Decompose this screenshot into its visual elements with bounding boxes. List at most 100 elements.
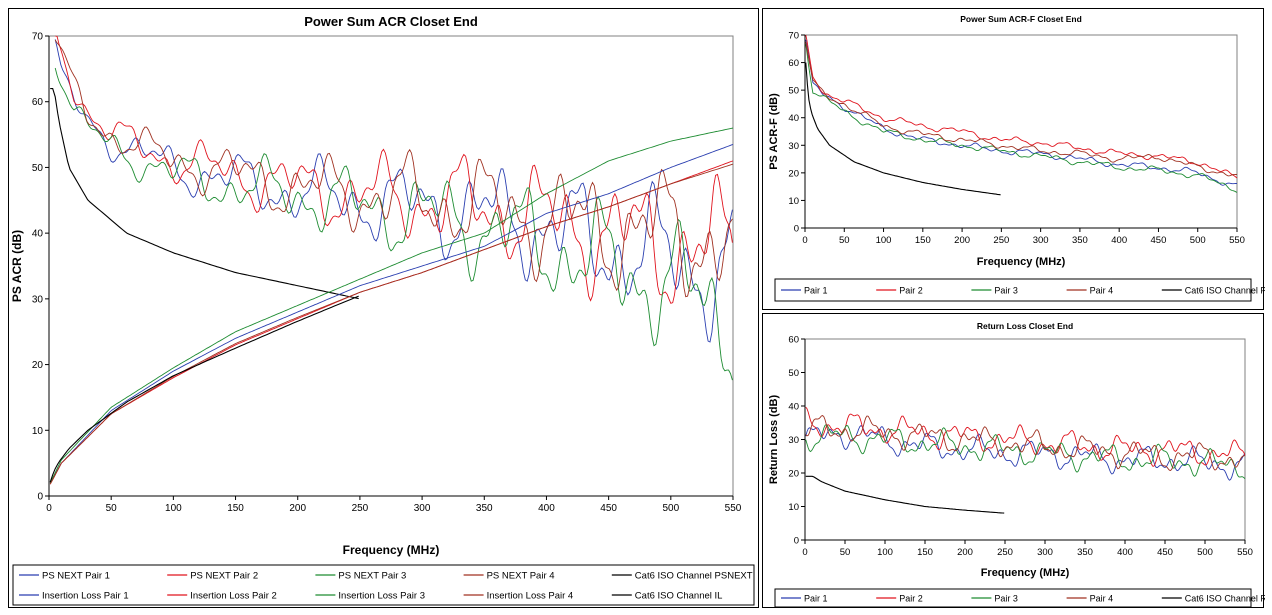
- legend-label: Insertion Loss Pair 1: [42, 590, 129, 601]
- series-line: [805, 414, 1246, 472]
- y-tick-label: 50: [32, 163, 44, 174]
- series-line: [50, 88, 359, 300]
- series-line: [54, 39, 733, 298]
- legend-label: Cat6 ISO Channel PSNEXT: [635, 570, 753, 581]
- x-tick-label: 250: [997, 547, 1013, 558]
- x-tick-label: 450: [600, 503, 617, 514]
- legend-label: Insertion Loss Pair 2: [190, 590, 277, 601]
- y-tick-label: 70: [788, 31, 799, 42]
- x-axis-label: Frequency (MHz): [977, 256, 1066, 268]
- x-tick-label: 100: [877, 547, 893, 558]
- x-tick-label: 350: [476, 503, 493, 514]
- x-tick-label: 150: [227, 503, 244, 514]
- series-line: [805, 41, 1237, 177]
- series-line: [805, 44, 1238, 193]
- legend-label: PS NEXT Pair 4: [487, 570, 555, 581]
- legend-label: Pair 1: [804, 285, 828, 295]
- series-line: [49, 127, 734, 484]
- y-tick-label: 60: [32, 97, 44, 108]
- chart-panel-ps-acr: Power Sum ACR Closet End 0 50 100 150 200 250 3…: [8, 8, 759, 608]
- y-tick-label: 60: [788, 335, 799, 346]
- x-tick-label: 50: [840, 547, 851, 558]
- legend-label: Insertion Loss Pair 3: [338, 590, 425, 601]
- y-tick-label: 20: [788, 469, 799, 480]
- x-tick-label: 50: [839, 235, 850, 246]
- legend-box: [774, 588, 1252, 608]
- y-tick-label: 30: [32, 294, 44, 305]
- legend-label: Pair 3: [994, 593, 1018, 603]
- x-tick-label: 300: [414, 503, 431, 514]
- y-tick-label: 50: [788, 368, 799, 379]
- x-tick-label: 0: [802, 547, 807, 558]
- legend-label: Cat6 ISO Channel Return Loss: [1185, 593, 1265, 603]
- series-line: [805, 39, 1237, 186]
- chart-panel-ps-acr-f: Power Sum ACR-F Closet End 0 50 100 150 200 25…: [762, 8, 1265, 310]
- legend-label: Pair 2: [899, 593, 923, 603]
- series-line: [55, 35, 733, 304]
- y-tick-label: 50: [788, 86, 799, 97]
- series-line: [54, 67, 733, 381]
- x-tick-label: 150: [917, 547, 933, 558]
- chart-panel-return-loss: Return Loss Closet End 0 50 100 150 200 250 300…: [762, 313, 1265, 608]
- x-tick-label: 450: [1151, 235, 1167, 246]
- x-tick-label: 350: [1072, 235, 1088, 246]
- x-tick-label: 0: [46, 503, 52, 514]
- series-line: [805, 62, 1001, 196]
- legend-label: PS NEXT Pair 2: [190, 570, 258, 581]
- x-tick-label: 400: [1117, 547, 1133, 558]
- y-tick-label: 30: [788, 435, 799, 446]
- x-tick-label: 150: [915, 235, 931, 246]
- x-tick-label: 400: [538, 503, 555, 514]
- y-tick-label: 0: [794, 224, 799, 235]
- legend-label: PS NEXT Pair 3: [338, 570, 406, 581]
- chart-title: Return Loss Closet End: [977, 321, 1073, 331]
- x-tick-label: 50: [106, 503, 118, 514]
- legend-label: Insertion Loss Pair 4: [487, 590, 574, 601]
- series-line: [805, 406, 1246, 467]
- x-tick-label: 300: [1037, 547, 1053, 558]
- y-tick-label: 60: [788, 58, 799, 69]
- legend-box: [774, 278, 1252, 302]
- x-tick-label: 100: [165, 503, 182, 514]
- x-tick-label: 200: [954, 235, 970, 246]
- legend-label: Pair 3: [994, 285, 1018, 295]
- y-tick-label: 10: [788, 196, 799, 207]
- chart-title: Power Sum ACR-F Closet End: [960, 14, 1082, 24]
- x-tick-label: 500: [1197, 547, 1213, 558]
- x-tick-label: 550: [1237, 547, 1253, 558]
- y-tick-label: 70: [32, 32, 44, 43]
- y-tick-label: 0: [37, 492, 43, 503]
- y-tick-label: 30: [788, 141, 799, 152]
- chart-title: Power Sum ACR Closet End: [304, 14, 478, 29]
- x-tick-label: 250: [993, 235, 1009, 246]
- x-tick-label: 550: [725, 503, 742, 514]
- x-tick-label: 500: [662, 503, 679, 514]
- y-tick-label: 20: [788, 168, 799, 179]
- series-line: [49, 295, 359, 483]
- x-tick-label: 350: [1077, 547, 1093, 558]
- x-axis-label: Frequency (MHz): [981, 567, 1070, 579]
- x-tick-label: 200: [957, 547, 973, 558]
- series-line: [805, 424, 1246, 480]
- series-line: [49, 143, 734, 484]
- y-tick-label: 20: [32, 360, 44, 371]
- y-tick-label: 0: [794, 536, 799, 547]
- series-line: [49, 160, 734, 485]
- plot-area-border: [804, 338, 1246, 541]
- legend-label: Pair 4: [1090, 285, 1114, 295]
- legend-label: Pair 2: [899, 285, 923, 295]
- x-tick-label: 0: [802, 235, 807, 246]
- y-axis-label: Return Loss (dB): [768, 395, 780, 485]
- x-axis-label: Frequency (MHz): [343, 543, 440, 557]
- y-tick-label: 40: [788, 402, 799, 413]
- y-tick-label: 10: [32, 426, 44, 437]
- x-tick-label: 250: [352, 503, 369, 514]
- legend-label: PS NEXT Pair 1: [42, 570, 110, 581]
- y-tick-label: 40: [788, 113, 799, 124]
- x-tick-label: 550: [1229, 235, 1245, 246]
- series-line: [49, 163, 734, 485]
